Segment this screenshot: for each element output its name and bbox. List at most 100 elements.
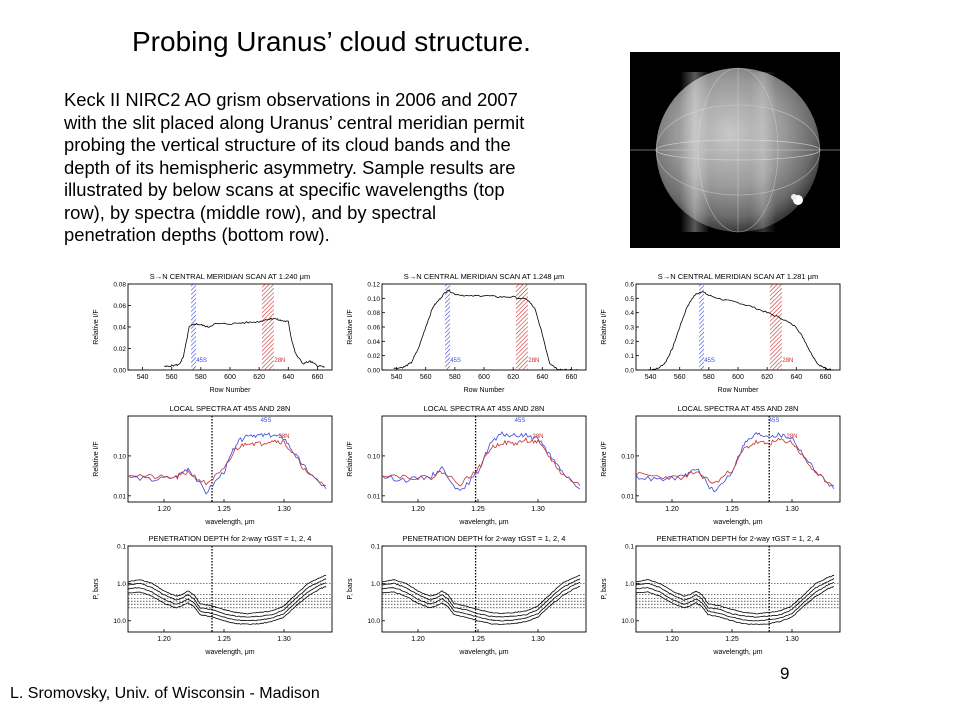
plot-area <box>164 284 325 370</box>
plot-frame <box>381 415 587 503</box>
series-line <box>393 289 579 370</box>
y-tick-label: 0.10 <box>113 453 126 460</box>
band-label: 28N <box>274 358 285 364</box>
body-line: Keck II NIRC2 AO grism observations in 2… <box>64 89 518 110</box>
x-tick-label: 1.30 <box>531 506 545 513</box>
chart-title: LOCAL SPECTRA AT 45S AND 28N <box>424 404 545 413</box>
body-line: probing the vertical structure of its cl… <box>64 134 511 155</box>
x-tick-label: 1.25 <box>725 506 739 513</box>
plot-frame <box>381 545 587 633</box>
y-tick-label: 10.0 <box>367 618 380 625</box>
y-tick-label: 1.0 <box>625 581 634 588</box>
depth-chart: PENETRATION DEPTH for 2-way τGST = 1, 2,… <box>347 534 587 656</box>
x-axis-label: wavelength, μm <box>204 519 254 526</box>
y-tick-label: 0.00 <box>367 368 380 375</box>
band-label: 28N <box>528 358 539 364</box>
band-label: 45S <box>450 358 461 364</box>
footer-credit: L. Sromovsky, Univ. of Wisconsin - Madis… <box>10 685 320 702</box>
x-tick-label: 1.20 <box>665 506 679 513</box>
x-tick-label: 600 <box>224 374 236 381</box>
x-tick-label: 1.20 <box>665 636 679 643</box>
series-line <box>636 431 835 493</box>
series-line <box>636 574 835 615</box>
band-28n <box>515 284 528 370</box>
y-tick-label: 0.01 <box>367 493 380 500</box>
y-axis-label: Relative I/F <box>601 309 608 344</box>
y-tick-label: 0.04 <box>367 339 380 346</box>
chart-title: LOCAL SPECTRA AT 45S AND 28N <box>170 404 291 413</box>
x-tick-label: 1.25 <box>217 506 231 513</box>
band-28n <box>261 284 274 370</box>
chart-title: PENETRATION DEPTH for 2-way τGST = 1, 2,… <box>149 534 312 543</box>
y-axis-label: Relative I/F <box>601 441 608 476</box>
band-28n <box>769 284 782 370</box>
body-line: illustrated by below scans at specific w… <box>64 179 505 200</box>
plot-frame <box>635 283 841 371</box>
x-tick-label: 540 <box>645 374 657 381</box>
y-tick-label: 0.08 <box>367 310 380 317</box>
chart-title: S→N CENTRAL MERIDIAN SCAN AT 1.248 μm <box>404 272 564 281</box>
x-tick-label: 1.30 <box>785 636 799 643</box>
series-line <box>164 317 325 368</box>
x-tick-label: 660 <box>820 374 832 381</box>
y-tick-label: 0.04 <box>113 325 126 332</box>
y-tick-label: 10.0 <box>113 618 126 625</box>
y-axis-label: P, bars <box>347 578 354 600</box>
series-line <box>128 432 327 495</box>
series-label: 28N <box>786 434 797 440</box>
series-line <box>636 582 835 622</box>
x-tick-label: 1.25 <box>471 506 485 513</box>
x-tick-label: 1.30 <box>531 636 545 643</box>
band-45s <box>191 284 197 370</box>
x-tick-label: 620 <box>761 374 773 381</box>
plot-frame <box>381 283 587 371</box>
plot-area <box>382 416 581 502</box>
x-tick-label: 660 <box>312 374 324 381</box>
x-tick-label: 620 <box>253 374 265 381</box>
x-axis-label: Row Number <box>718 387 760 394</box>
y-tick-label: 0.1 <box>625 544 634 551</box>
x-axis-label: wavelength, μm <box>712 649 762 656</box>
plot-area <box>128 546 332 632</box>
y-tick-label: 0.10 <box>621 453 634 460</box>
plot-area <box>382 546 586 632</box>
x-tick-label: 1.20 <box>157 636 171 643</box>
x-axis-label: Row Number <box>464 387 506 394</box>
series-label: 28N <box>532 434 543 440</box>
body-line: depth of its hemispheric asymmetry. Samp… <box>64 156 516 178</box>
x-axis-label: Row Number <box>210 387 252 394</box>
series-line <box>128 439 327 486</box>
y-tick-label: 1.0 <box>371 581 380 588</box>
series-label: 45S <box>261 418 272 424</box>
band-45s <box>699 284 705 370</box>
series-line <box>382 574 581 614</box>
x-tick-label: 580 <box>195 374 207 381</box>
slide-title: Probing Uranus’ cloud structure. <box>132 26 531 57</box>
x-tick-label: 1.30 <box>277 506 291 513</box>
series-line <box>128 578 327 618</box>
series-line <box>382 431 581 492</box>
series-line <box>128 582 327 622</box>
y-axis-label: Relative I/F <box>93 441 100 476</box>
x-tick-label: 1.20 <box>157 506 171 513</box>
scan-chart: S→N CENTRAL MERIDIAN SCAN AT 1.240 μm 45S… <box>93 272 333 394</box>
band-45s <box>445 284 451 370</box>
spectra-chart: LOCAL SPECTRA AT 45S AND 28N 45S 28N 1.20 1.… <box>347 404 587 526</box>
y-tick-label: 0.0 <box>625 368 634 375</box>
y-tick-label: 0.5 <box>625 296 634 303</box>
series-line <box>636 437 835 486</box>
y-tick-label: 0.10 <box>367 453 380 460</box>
x-tick-label: 600 <box>478 374 490 381</box>
y-tick-label: 0.4 <box>625 310 634 317</box>
band-label: 45S <box>196 358 207 364</box>
plot-area <box>393 284 579 370</box>
spectra-chart: LOCAL SPECTRA AT 45S AND 28N 45S 28N 1.20 1.… <box>93 404 333 526</box>
x-tick-label: 1.25 <box>217 636 231 643</box>
plot-area <box>128 416 327 502</box>
chart-title: S→N CENTRAL MERIDIAN SCAN AT 1.281 μm <box>658 272 818 281</box>
page-number: 9 <box>780 664 790 683</box>
y-tick-label: 0.10 <box>367 296 380 303</box>
y-tick-label: 1.0 <box>117 581 126 588</box>
x-tick-label: 560 <box>166 374 178 381</box>
x-axis-label: wavelength, μm <box>204 649 254 656</box>
